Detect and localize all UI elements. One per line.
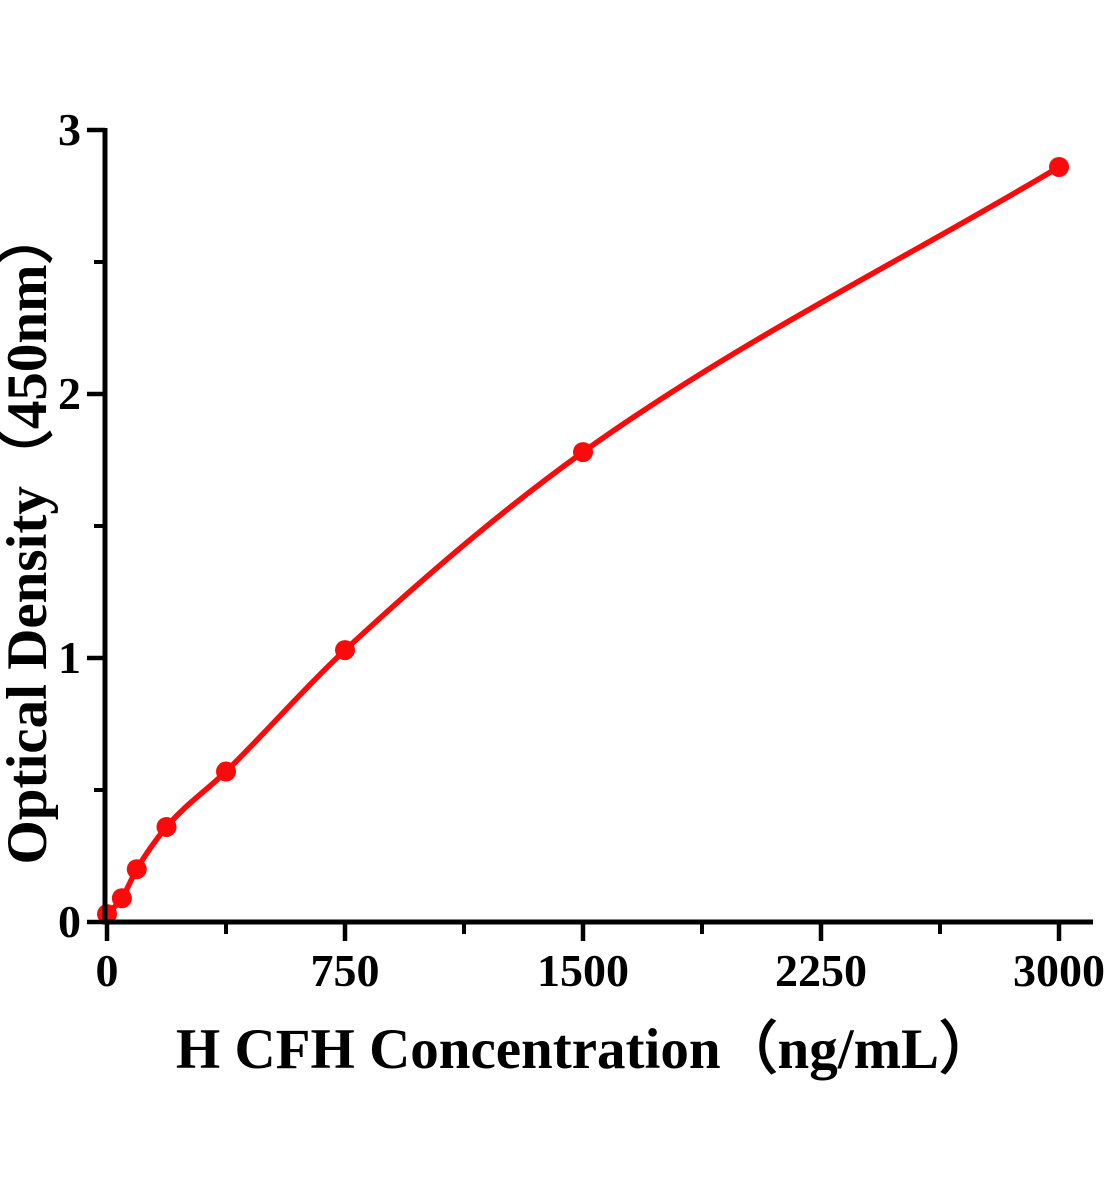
data-point: [111, 888, 132, 909]
y-axis-ticks: 0 1 2 3: [58, 104, 105, 947]
data-point: [156, 816, 177, 837]
x-tick-label: 3000: [1013, 945, 1104, 996]
x-axis-ticks: 0 750 1500 2250 3000: [96, 922, 1104, 996]
series-layer: [97, 156, 1069, 925]
x-axis-title: H CFH Concentration（ng/mL）: [176, 1018, 996, 1081]
data-point: [216, 761, 236, 782]
data-point: [1049, 156, 1069, 177]
y-tick-label: 3: [58, 104, 81, 155]
y-axis-title: Optical Density（450nm）: [0, 207, 59, 864]
x-tick-label: 750: [311, 945, 380, 996]
y-tick-label: 2: [58, 368, 81, 419]
data-point: [126, 859, 147, 880]
y-tick-label: 0: [58, 896, 81, 947]
x-tick-label: 2250: [775, 945, 867, 996]
x-tick-label: 1500: [537, 945, 629, 996]
curve-line: [104, 164, 1062, 917]
axes-layer: 0 750 1500 2250 3000 0 1 2 3: [58, 104, 1104, 996]
x-tick-label: 0: [96, 945, 119, 996]
y-tick-label: 1: [58, 632, 81, 683]
data-point: [335, 640, 355, 661]
data-point: [573, 442, 593, 463]
